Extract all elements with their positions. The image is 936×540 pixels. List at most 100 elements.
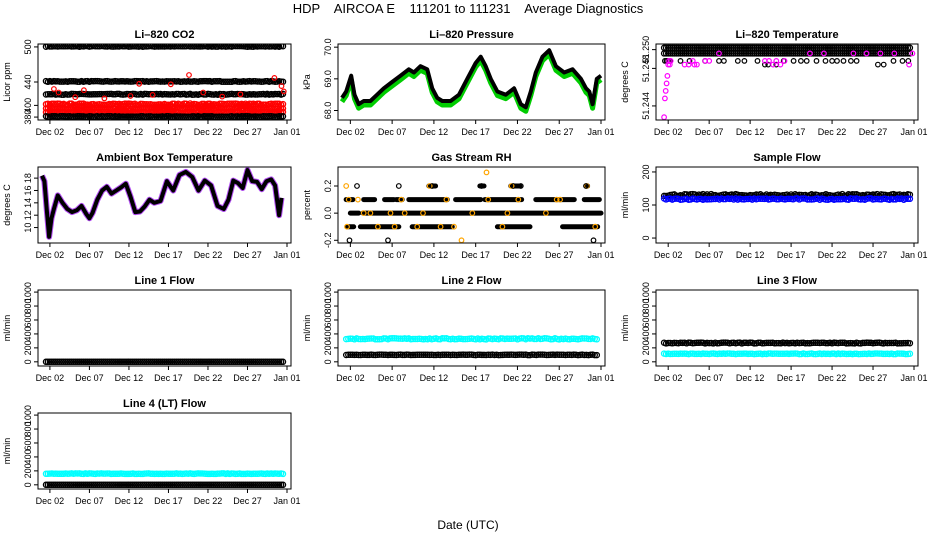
data-point	[671, 339, 678, 347]
data-layer	[660, 339, 914, 358]
data-point	[806, 196, 813, 203]
data-point	[875, 350, 883, 357]
y-axis-label: ml/min	[2, 438, 12, 465]
data-point	[129, 44, 137, 50]
series-outliers	[51, 72, 287, 102]
panel-title: Line 3 Flow	[757, 275, 817, 287]
data-point	[119, 358, 127, 366]
data-point	[177, 358, 184, 366]
data-point	[192, 481, 200, 489]
data-point	[666, 61, 673, 68]
data-point	[78, 358, 85, 366]
data-point	[44, 90, 52, 98]
data-point	[210, 481, 218, 489]
series-cal-440	[42, 77, 287, 86]
data-point	[263, 358, 271, 366]
y-tick-label: 200	[323, 340, 333, 355]
data-point	[92, 358, 99, 366]
data-point	[125, 113, 133, 120]
x-tick-label: Dec 02	[654, 373, 683, 383]
data-point	[258, 358, 265, 366]
x-tick-label: Jan 01	[900, 250, 927, 260]
panel-sample: Sample Flow ml/min 0 100 200 Dec 02 Dec 07 Dec …	[620, 152, 928, 260]
x-tick-label: Jan 01	[273, 250, 300, 260]
series-top	[660, 44, 914, 52]
data-point	[535, 351, 542, 358]
data-point	[279, 44, 287, 50]
data-point	[376, 351, 383, 358]
data-point	[244, 481, 251, 489]
data-point	[865, 339, 873, 347]
data-point	[127, 113, 135, 120]
data-point	[155, 44, 162, 50]
y-tick-label: 1000	[23, 282, 33, 302]
data-point	[581, 335, 588, 342]
data-point	[279, 90, 287, 98]
x-tick-label: Dec 12	[420, 127, 449, 137]
data-point	[375, 223, 381, 230]
data-point	[798, 339, 805, 347]
data-point	[689, 50, 697, 57]
data-point	[351, 351, 358, 359]
data-point	[374, 335, 381, 343]
data-point	[125, 358, 133, 366]
data-point	[409, 351, 417, 359]
panel-title: Li–820 Temperature	[735, 29, 838, 41]
series-pressure-shadow	[339, 51, 603, 114]
data-point	[882, 350, 889, 358]
data-point	[857, 50, 864, 57]
data-point	[220, 78, 228, 85]
data-point	[894, 50, 901, 57]
y-tick-label: 69.0	[323, 70, 333, 88]
data-point	[46, 481, 54, 489]
x-tick-label: Dec 22	[194, 250, 223, 260]
data-point	[218, 481, 226, 489]
data-point	[395, 351, 402, 358]
data-point	[101, 95, 108, 102]
data-point	[96, 44, 103, 50]
data-point	[216, 481, 224, 489]
data-point	[766, 58, 772, 64]
y-tick-label: 200	[641, 164, 651, 179]
data-point	[798, 58, 804, 64]
data-point	[736, 350, 744, 357]
data-point	[119, 44, 127, 50]
data-point	[200, 481, 208, 489]
data-point	[226, 481, 233, 489]
data-point	[184, 358, 192, 366]
y-tick-label: 70.0	[323, 38, 333, 56]
data-point	[441, 351, 448, 359]
x-tick-label: Jan 01	[587, 250, 614, 260]
data-point	[426, 351, 433, 359]
panel-title: Gas Stream RH	[431, 152, 511, 164]
data-point	[746, 350, 754, 357]
data-point	[414, 223, 421, 230]
x-tick-label: Dec 07	[378, 127, 407, 137]
data-point	[497, 335, 504, 342]
y-tick-label: 0	[23, 482, 33, 487]
data-point	[359, 335, 367, 343]
data-point	[367, 335, 375, 342]
data-point	[771, 350, 778, 357]
data-point	[242, 358, 249, 366]
x-tick-label: Dec 22	[194, 373, 223, 383]
data-point	[161, 481, 168, 489]
data-point	[407, 351, 415, 359]
data-point	[734, 50, 742, 57]
data-point	[744, 50, 752, 57]
data-point	[145, 358, 152, 366]
x-tick-label: Dec 12	[736, 373, 765, 383]
x-tick-label: Dec 02	[36, 127, 65, 137]
data-point	[530, 335, 538, 343]
data-point	[167, 81, 174, 88]
data-point	[669, 50, 676, 57]
data-point	[779, 50, 787, 57]
data-point	[685, 50, 692, 57]
data-point	[707, 350, 715, 357]
data-layer	[42, 44, 287, 120]
data-point	[386, 335, 394, 342]
data-point	[84, 481, 91, 489]
data-point	[593, 336, 601, 343]
data-point	[278, 83, 285, 89]
data-point	[875, 61, 881, 68]
